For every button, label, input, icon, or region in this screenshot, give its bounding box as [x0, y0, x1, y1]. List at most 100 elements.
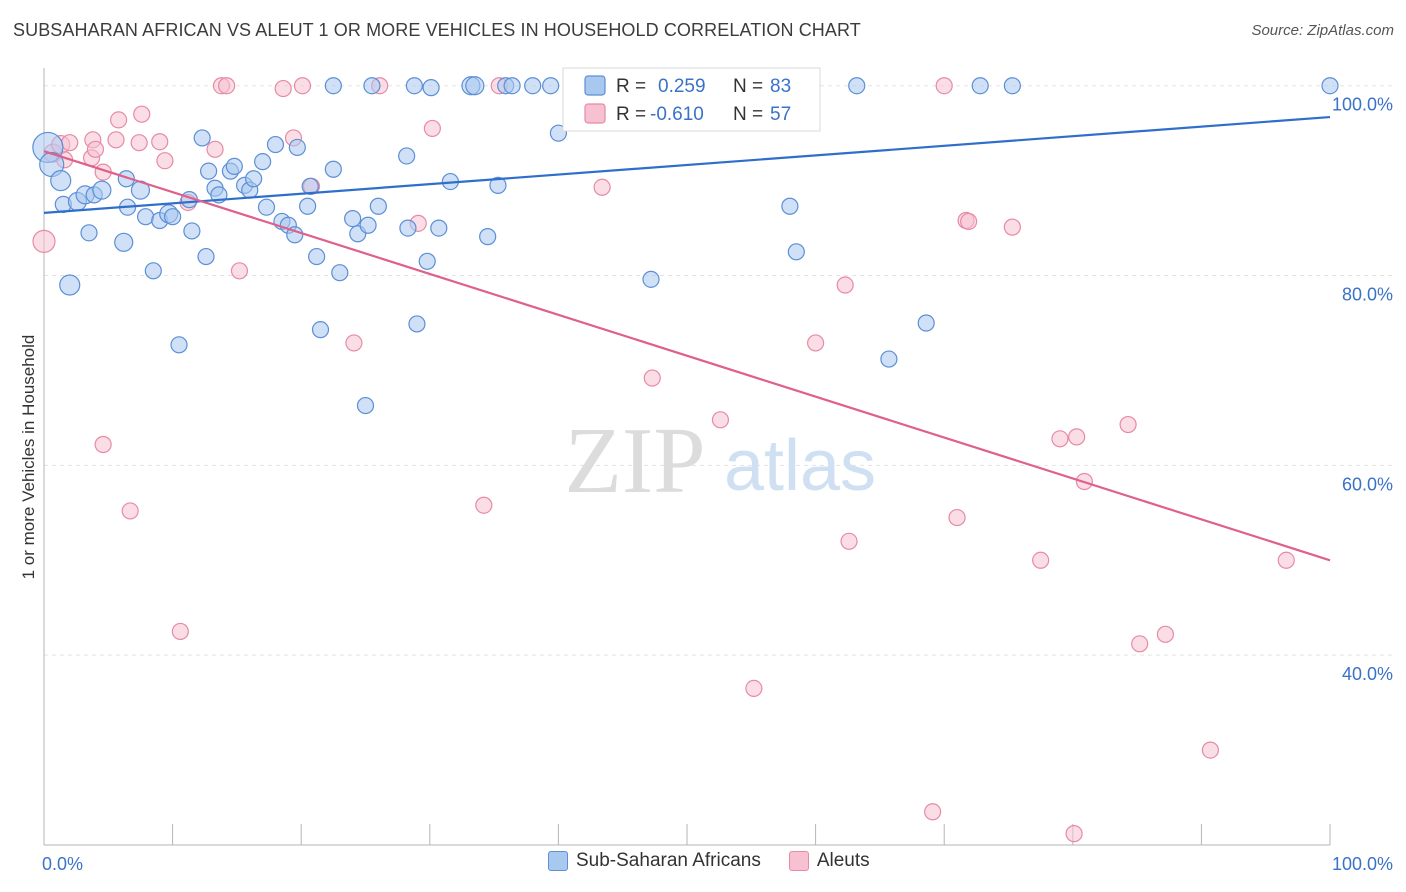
data-point: [1032, 551, 1050, 569]
data-point: [1277, 551, 1295, 569]
data-point: [356, 396, 375, 415]
data-point: [479, 228, 497, 246]
data-point: [218, 77, 236, 95]
data-point: [299, 197, 317, 215]
y-tick-labels: 40.0% 60.0% 80.0% 100.0%: [1332, 95, 1393, 684]
data-point: [50, 170, 72, 192]
legend-r-value-1: 0.259: [658, 76, 706, 97]
data-point: [107, 131, 125, 149]
y-axis-label: 1 or more Vehicles in Household: [19, 335, 38, 580]
legend-stats: R = 0.259 N = 83 R = -0.610 N = 57: [562, 67, 821, 132]
data-point: [711, 411, 730, 429]
data-point: [254, 153, 272, 171]
x-tick-label: 0.0%: [42, 854, 83, 874]
data-point: [197, 247, 215, 266]
legend-n-value-1: 83: [770, 76, 791, 97]
data-point: [787, 243, 805, 261]
data-point: [465, 76, 485, 96]
data-point: [542, 77, 560, 95]
data-point: [61, 134, 79, 152]
legend-item-sub-saharan-africans[interactable]: Sub-Saharan Africans: [548, 850, 761, 872]
data-point: [1156, 625, 1174, 643]
legend-n-value-2: 57: [770, 104, 791, 125]
y-tick-label: 80.0%: [1342, 285, 1393, 305]
data-point: [121, 502, 139, 520]
data-point: [840, 532, 858, 550]
trend-line-sub-saharan-africans: [43, 115, 1331, 215]
data-point: [369, 197, 387, 215]
data-point: [1321, 77, 1339, 95]
data-point: [257, 198, 276, 216]
axes: [43, 68, 1331, 846]
legend-blue-swatch: [584, 75, 606, 96]
legend-item-aleuts[interactable]: Aleuts: [788, 850, 870, 872]
data-point: [136, 208, 155, 226]
legend-series: Sub-Saharan Africans Aleuts: [548, 850, 870, 872]
data-point: [1051, 430, 1069, 448]
chart-title: SUBSAHARAN AFRICAN VS ALEUT 1 OR MORE VE…: [13, 20, 861, 40]
data-point: [398, 147, 416, 165]
legend-pink-swatch: [584, 103, 606, 124]
trend-line-aleuts: [43, 150, 1331, 562]
data-point: [935, 77, 953, 95]
data-point: [225, 157, 243, 175]
data-point: [399, 219, 417, 237]
legend-swatch-pink: [788, 851, 809, 871]
data-point: [86, 140, 105, 158]
x-tick-labels: 0.0% 100.0%: [42, 854, 1393, 874]
legend-n-label-2: N =: [733, 104, 763, 125]
data-point: [32, 229, 56, 253]
data-point: [293, 77, 312, 95]
data-point: [1003, 77, 1021, 95]
data-point: [405, 77, 423, 95]
data-point: [836, 276, 854, 294]
data-point: [183, 222, 201, 240]
data-point: [144, 262, 162, 280]
data-point: [917, 314, 935, 332]
data-point: [109, 111, 128, 129]
data-point: [745, 679, 763, 698]
data-point: [1201, 741, 1220, 759]
data-point: [324, 160, 342, 178]
data-point: [245, 170, 263, 188]
data-point: [475, 496, 493, 514]
data-point: [94, 435, 112, 454]
data-point: [924, 803, 942, 821]
data-point: [344, 210, 362, 228]
data-point: [345, 334, 363, 352]
data-point: [311, 321, 330, 339]
data-point: [971, 77, 989, 95]
data-point: [848, 77, 866, 95]
data-point: [324, 77, 342, 95]
data-point: [1065, 825, 1083, 843]
trend-lines: [43, 115, 1331, 562]
data-point: [1003, 218, 1021, 236]
data-point: [408, 315, 426, 333]
data-point: [274, 79, 292, 98]
data-point: [193, 129, 211, 147]
data-point: [880, 350, 898, 368]
legend-label-sub-saharan-africans: Sub-Saharan Africans: [576, 850, 761, 871]
legend-label-aleuts: Aleuts: [816, 850, 870, 871]
data-point: [960, 212, 978, 231]
legend-n-label-1: N =: [733, 76, 763, 97]
legend-r-value-2: -0.610: [650, 104, 704, 125]
data-point: [92, 180, 112, 200]
x-tick-label: 100.0%: [1332, 854, 1393, 874]
data-point: [363, 77, 381, 95]
legend-r-label-1: R =: [616, 76, 646, 97]
legend-swatch-blue: [548, 851, 568, 871]
data-point: [117, 170, 135, 188]
data-point: [59, 274, 81, 296]
data-point: [130, 134, 148, 152]
y-tick-label: 40.0%: [1342, 664, 1393, 684]
data-point: [1119, 415, 1137, 434]
data-point: [171, 622, 189, 641]
data-point: [642, 270, 660, 288]
data-point: [301, 177, 319, 195]
source-label: Source: ZipAtlas.com: [1251, 22, 1394, 39]
data-point: [170, 336, 188, 354]
data-point: [1068, 428, 1086, 446]
data-point: [359, 216, 377, 234]
